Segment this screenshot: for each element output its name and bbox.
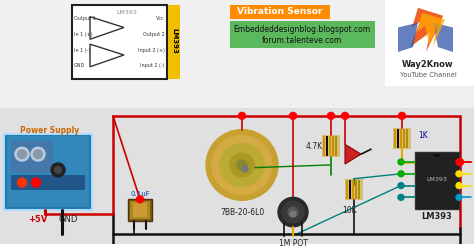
Circle shape: [456, 183, 462, 188]
Bar: [352, 180, 354, 199]
Text: Way2Know: Way2Know: [402, 60, 454, 69]
Text: LM393: LM393: [117, 10, 137, 15]
Polygon shape: [398, 23, 418, 52]
Circle shape: [212, 135, 272, 194]
Polygon shape: [417, 13, 445, 46]
Circle shape: [18, 178, 27, 187]
Circle shape: [398, 159, 404, 165]
Bar: [385, 0, 474, 86]
Circle shape: [290, 112, 297, 119]
Circle shape: [18, 150, 27, 158]
Bar: [355, 180, 357, 199]
Circle shape: [456, 158, 464, 165]
Bar: [322, 135, 340, 157]
Bar: [349, 180, 351, 199]
Text: Input 2 (-): Input 2 (-): [140, 63, 165, 68]
Text: Power Supply: Power Supply: [20, 126, 80, 135]
Circle shape: [51, 163, 65, 177]
Circle shape: [238, 112, 246, 119]
Bar: [397, 129, 399, 148]
Bar: [11, 141, 53, 173]
Text: Output 1: Output 1: [74, 16, 96, 21]
Bar: [133, 203, 147, 217]
Bar: [403, 129, 405, 148]
Circle shape: [237, 160, 247, 170]
Circle shape: [398, 183, 404, 188]
Text: LM393: LM393: [171, 28, 177, 54]
Text: In 1 (+): In 1 (+): [74, 32, 92, 37]
Circle shape: [55, 166, 62, 173]
Circle shape: [220, 143, 264, 186]
Circle shape: [137, 196, 144, 203]
Text: LM393: LM393: [427, 177, 447, 182]
Circle shape: [31, 178, 40, 187]
Bar: [128, 199, 152, 221]
Text: 7BB-20-6L0: 7BB-20-6L0: [220, 208, 264, 217]
Bar: [332, 136, 334, 156]
Text: LM393: LM393: [422, 212, 452, 220]
Bar: [335, 136, 337, 156]
Polygon shape: [433, 23, 453, 52]
Circle shape: [341, 112, 348, 119]
Circle shape: [456, 194, 462, 200]
Text: GND: GND: [58, 216, 78, 224]
Bar: [394, 129, 396, 148]
Bar: [416, 153, 458, 208]
Text: YouTube Channel: YouTube Channel: [400, 72, 456, 78]
Circle shape: [328, 112, 335, 119]
Bar: [230, 21, 375, 48]
Polygon shape: [410, 8, 443, 52]
Polygon shape: [345, 144, 361, 164]
Text: Output 2: Output 2: [143, 32, 165, 37]
Bar: [230, 5, 330, 19]
Circle shape: [288, 207, 298, 217]
Bar: [326, 136, 328, 156]
Bar: [4, 133, 92, 210]
Circle shape: [34, 150, 43, 158]
Text: Input 2 (+): Input 2 (+): [138, 48, 165, 53]
Circle shape: [278, 197, 308, 227]
Text: Embeddeddesignblog.blogspot.com: Embeddeddesignblog.blogspot.com: [233, 25, 371, 34]
Text: +5V: +5V: [28, 216, 48, 224]
Text: Vcc: Vcc: [156, 16, 165, 21]
Text: In 1 (-): In 1 (-): [74, 48, 90, 53]
Bar: [346, 180, 348, 199]
Text: 10K: 10K: [343, 206, 357, 215]
Text: 4.7K: 4.7K: [305, 142, 323, 151]
Circle shape: [399, 112, 405, 119]
Text: 1M POT: 1M POT: [279, 239, 308, 248]
Circle shape: [15, 147, 29, 161]
Bar: [11, 175, 85, 190]
Bar: [7, 136, 89, 207]
Text: forum.talenteve.com: forum.talenteve.com: [262, 36, 342, 45]
Bar: [415, 152, 459, 209]
Text: GND: GND: [74, 63, 85, 68]
Text: 0.1uF: 0.1uF: [130, 191, 150, 197]
Circle shape: [398, 194, 404, 200]
Circle shape: [206, 130, 278, 200]
Bar: [400, 129, 402, 148]
Circle shape: [456, 159, 462, 165]
Circle shape: [230, 153, 254, 177]
Bar: [130, 201, 150, 219]
Bar: [406, 129, 408, 148]
Bar: [358, 180, 360, 199]
Circle shape: [31, 147, 45, 161]
Text: Vibration Sensor: Vibration Sensor: [237, 7, 323, 16]
Bar: [345, 179, 363, 200]
Bar: [0, 0, 474, 108]
FancyBboxPatch shape: [168, 5, 180, 79]
Circle shape: [398, 171, 404, 177]
Circle shape: [456, 171, 462, 177]
Bar: [0, 108, 474, 244]
Text: 1K: 1K: [418, 131, 428, 140]
Bar: [393, 128, 411, 149]
Bar: [323, 136, 325, 156]
Circle shape: [282, 201, 304, 223]
Circle shape: [242, 166, 248, 172]
Bar: [72, 5, 167, 79]
Wedge shape: [432, 153, 442, 158]
Bar: [329, 136, 331, 156]
Circle shape: [290, 211, 296, 217]
